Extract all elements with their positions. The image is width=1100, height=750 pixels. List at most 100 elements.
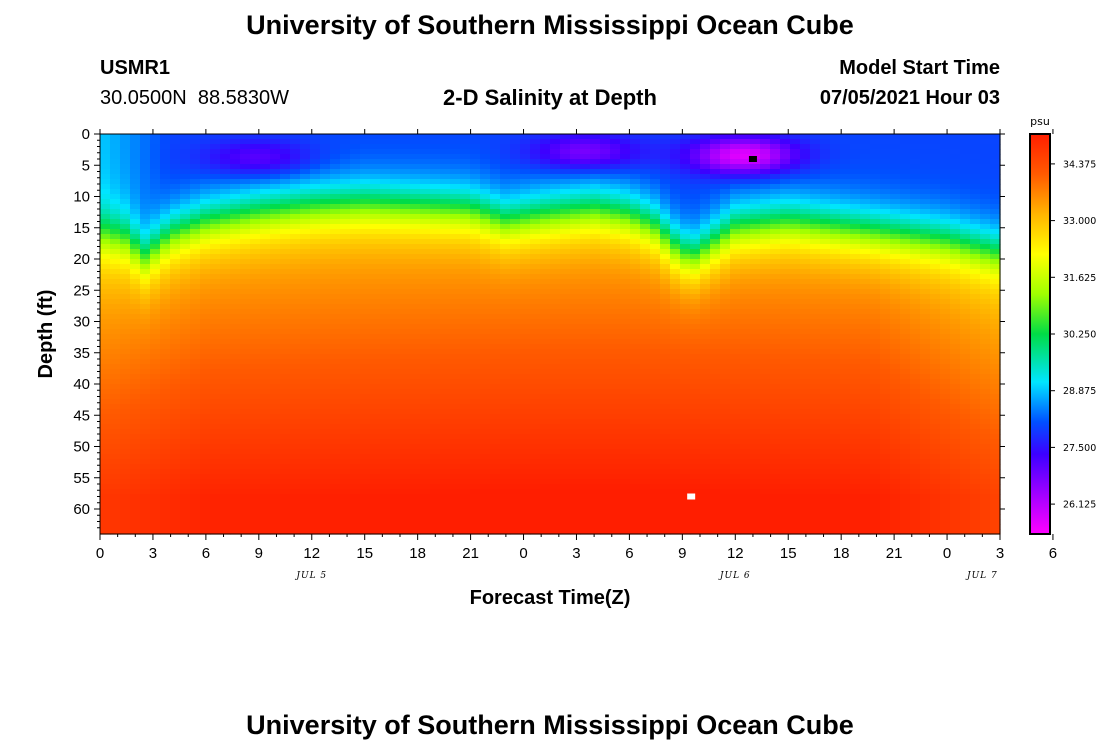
heatmap-cell	[100, 264, 111, 270]
heatmap-cell	[520, 484, 531, 490]
heatmap-cell	[560, 349, 571, 355]
heatmap-cell	[610, 469, 621, 475]
heatmap-cell	[450, 444, 461, 450]
heatmap-cell	[430, 399, 441, 405]
heatmap-cell	[260, 229, 271, 235]
heatmap-cell	[510, 509, 521, 515]
heatmap-cell	[410, 524, 421, 530]
heatmap-cell	[360, 494, 371, 500]
heatmap-cell	[400, 449, 411, 455]
heatmap-cell	[640, 429, 651, 435]
heatmap-cell	[170, 519, 181, 525]
heatmap-cell	[540, 214, 551, 220]
heatmap-cell	[260, 194, 271, 200]
heatmap-cell	[440, 514, 451, 520]
heatmap-cell	[520, 414, 531, 420]
heatmap-cell	[470, 294, 481, 300]
heatmap-cell	[290, 374, 301, 380]
heatmap-cell	[400, 429, 411, 435]
heatmap-cell	[350, 209, 361, 215]
heatmap-cell	[580, 154, 591, 160]
heatmap-cell	[280, 384, 291, 390]
heatmap-cell	[210, 154, 221, 160]
heatmap-cell	[130, 449, 141, 455]
heatmap-cell	[150, 354, 161, 360]
heatmap-cell	[550, 364, 561, 370]
heatmap-cell	[510, 494, 521, 500]
heatmap-cell	[670, 449, 681, 455]
heatmap-cell	[560, 239, 571, 245]
heatmap-cell	[240, 174, 251, 180]
heatmap-cell	[410, 489, 421, 495]
heatmap-cell	[590, 319, 601, 325]
heatmap-cell	[140, 159, 151, 165]
heatmap-cell	[240, 374, 251, 380]
heatmap-cell	[720, 174, 731, 180]
heatmap-cell	[530, 294, 541, 300]
heatmap-cell	[200, 439, 211, 445]
heatmap-cell	[330, 359, 341, 365]
heatmap-cell	[650, 179, 661, 185]
heatmap-cell	[370, 179, 381, 185]
heatmap-cell	[710, 529, 721, 535]
heatmap-cell	[340, 414, 351, 420]
heatmap-cell	[100, 424, 111, 430]
heatmap-cell	[390, 294, 401, 300]
heatmap-cell	[370, 269, 381, 275]
heatmap-cell	[170, 199, 181, 205]
heatmap-cell	[650, 389, 661, 395]
heatmap-cell	[260, 404, 271, 410]
heatmap-cell	[180, 474, 191, 480]
heatmap-cell	[400, 364, 411, 370]
heatmap-cell	[250, 489, 261, 495]
heatmap-cell	[350, 284, 361, 290]
heatmap-cell	[570, 439, 581, 445]
heatmap-cell	[460, 334, 471, 340]
heatmap-cell	[630, 234, 641, 240]
heatmap-cell	[430, 354, 441, 360]
heatmap-cell	[110, 424, 121, 430]
heatmap-cell	[140, 144, 151, 150]
heatmap-cell	[480, 489, 491, 495]
heatmap-cell	[420, 154, 431, 160]
heatmap-cell	[500, 249, 511, 255]
heatmap-cell	[560, 329, 571, 335]
heatmap-cell	[640, 519, 651, 525]
heatmap-cell	[170, 259, 181, 265]
heatmap-cell	[430, 439, 441, 445]
heatmap-cell	[350, 429, 361, 435]
heatmap-cell	[190, 139, 201, 145]
heatmap-cell	[190, 484, 201, 490]
heatmap-cell	[540, 304, 551, 310]
heatmap-cell	[120, 154, 131, 160]
heatmap-cell	[140, 344, 151, 350]
heatmap-cell	[280, 514, 291, 520]
heatmap-cell	[670, 379, 681, 385]
heatmap-cell	[560, 229, 571, 235]
heatmap-cell	[600, 249, 611, 255]
heatmap-cell	[180, 434, 191, 440]
heatmap-cell	[210, 209, 221, 215]
heatmap-cell	[530, 424, 541, 430]
heatmap-cell	[630, 514, 641, 520]
heatmap-cell	[680, 369, 691, 375]
heatmap-cell	[510, 144, 521, 150]
heatmap-cell	[210, 369, 221, 375]
heatmap-cell	[190, 244, 201, 250]
heatmap-cell	[170, 499, 181, 505]
heatmap-cell	[320, 344, 331, 350]
heatmap-cell	[270, 524, 281, 530]
heatmap-cell	[710, 239, 721, 245]
heatmap-cell	[320, 144, 331, 150]
heatmap-cell	[590, 394, 601, 400]
heatmap-cell	[270, 444, 281, 450]
heatmap-cell	[220, 414, 231, 420]
heatmap-cell	[490, 194, 501, 200]
heatmap-cell	[490, 479, 501, 485]
heatmap-cell	[160, 344, 171, 350]
heatmap-cell	[500, 449, 511, 455]
heatmap-cell	[140, 264, 151, 270]
heatmap-cell	[630, 204, 641, 210]
heatmap-cell	[460, 499, 471, 505]
heatmap-cell	[550, 159, 561, 165]
